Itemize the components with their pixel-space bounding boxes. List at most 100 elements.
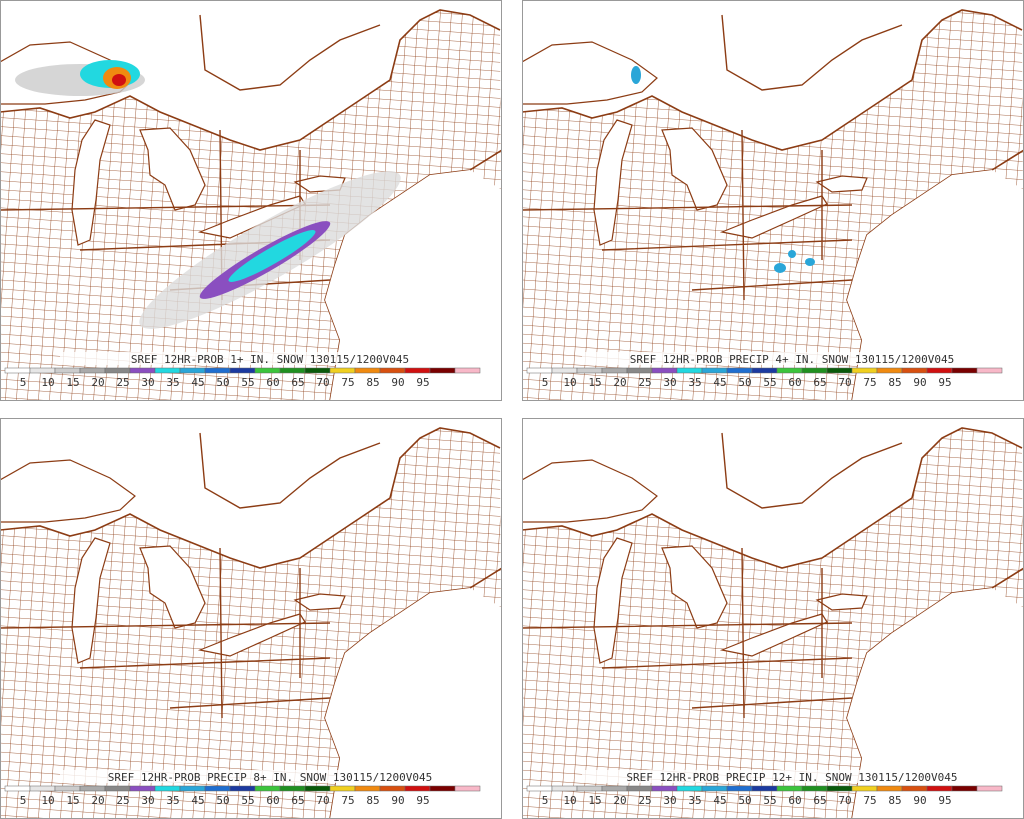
legend-swatch — [429, 367, 456, 374]
legend-swatch — [379, 367, 406, 374]
legend-swatch — [354, 367, 381, 374]
legend-label: 10 — [41, 794, 54, 807]
legend-swatch — [976, 367, 1003, 374]
legend-label: 85 — [366, 794, 379, 807]
legend-swatch — [851, 367, 878, 374]
legend-swatch — [179, 785, 206, 792]
legend-swatch — [354, 785, 381, 792]
snow-probability-area — [774, 263, 786, 273]
title-bg — [582, 770, 1002, 783]
legend-swatch — [454, 785, 481, 792]
legend-label: 95 — [416, 376, 429, 389]
legend-swatch — [576, 367, 603, 374]
legend-swatch — [776, 785, 803, 792]
legend-swatch — [229, 785, 256, 792]
basemap — [522, 427, 1024, 819]
legend-swatch — [29, 367, 56, 374]
legend-swatch — [204, 367, 231, 374]
legend-swatch — [701, 785, 728, 792]
legend-label: 20 — [613, 794, 626, 807]
legend-swatch — [651, 367, 678, 374]
snow-probability-area — [788, 250, 796, 258]
legend-swatch — [876, 367, 903, 374]
legend-swatch — [601, 367, 628, 374]
legend-label: 90 — [913, 794, 926, 807]
legend-swatch — [826, 367, 853, 374]
legend-label: 95 — [938, 376, 951, 389]
legend-swatch — [279, 785, 306, 792]
legend-label: 90 — [391, 376, 404, 389]
legend-swatch — [726, 785, 753, 792]
legend-label: 25 — [638, 376, 651, 389]
legend-label: 75 — [863, 376, 876, 389]
legend-label: 45 — [191, 376, 204, 389]
title-bg — [60, 352, 480, 365]
frame — [0, 0, 502, 401]
legend-label: 35 — [688, 376, 701, 389]
legend-swatch — [551, 367, 578, 374]
legend-swatch — [4, 367, 31, 374]
panel-title: SREF 12HR-PROB PRECIP 4+ IN. SNOW 130115… — [630, 353, 955, 366]
legend-swatch — [179, 367, 206, 374]
legend-label: 50 — [738, 376, 751, 389]
legend-label: 70 — [838, 794, 851, 807]
legend-swatch — [901, 367, 928, 374]
legend-swatch — [54, 785, 81, 792]
snow-probability-area — [805, 258, 815, 266]
snow-probability-area — [112, 74, 126, 86]
legend-label: 50 — [738, 794, 751, 807]
legend-swatch — [651, 785, 678, 792]
legend-label: 95 — [938, 794, 951, 807]
legend-label: 45 — [191, 794, 204, 807]
legend-swatch — [526, 367, 553, 374]
legend-label: 95 — [416, 794, 429, 807]
legend-label: 55 — [763, 794, 776, 807]
legend-swatch — [454, 367, 481, 374]
map: SREF 12HR-PROB 1+ IN. SNOW 130115/1200V0… — [0, 0, 502, 401]
legend-swatch — [851, 785, 878, 792]
legend-label: 15 — [588, 376, 601, 389]
legend-swatch — [551, 785, 578, 792]
legend-swatch — [826, 785, 853, 792]
legend-swatch — [79, 367, 106, 374]
legend-swatch — [79, 785, 106, 792]
basemap — [522, 9, 1024, 401]
legend-label: 65 — [813, 376, 826, 389]
legend-swatch — [104, 785, 131, 792]
legend-label: 60 — [788, 376, 801, 389]
legend-swatch — [229, 367, 256, 374]
legend-label: 70 — [316, 794, 329, 807]
legend-label: 65 — [813, 794, 826, 807]
legend-label: 5 — [20, 376, 27, 389]
legend-label: 30 — [663, 794, 676, 807]
legend-label: 10 — [563, 376, 576, 389]
panel-title: SREF 12HR-PROB PRECIP 8+ IN. SNOW 130115… — [108, 771, 433, 784]
legend-label: 20 — [91, 376, 104, 389]
legend-label: 55 — [241, 376, 254, 389]
legend-swatch — [676, 785, 703, 792]
legend-label: 25 — [638, 794, 651, 807]
legend-swatch — [429, 785, 456, 792]
legend-label: 50 — [216, 376, 229, 389]
legend-label: 55 — [241, 794, 254, 807]
legend-label: 85 — [888, 376, 901, 389]
legend-swatch — [379, 785, 406, 792]
legend-label: 70 — [316, 376, 329, 389]
legend-swatch — [626, 367, 653, 374]
legend-label: 35 — [166, 376, 179, 389]
legend-label: 5 — [542, 794, 549, 807]
legend-swatch — [404, 367, 431, 374]
legend-label: 75 — [863, 794, 876, 807]
legend-label: 50 — [216, 794, 229, 807]
legend-swatch — [951, 367, 978, 374]
legend-swatch — [601, 785, 628, 792]
legend-swatch — [776, 367, 803, 374]
legend-swatch — [701, 367, 728, 374]
legend-label: 5 — [542, 376, 549, 389]
panel-title: SREF 12HR-PROB 1+ IN. SNOW 130115/1200V0… — [131, 353, 409, 366]
legend-label: 15 — [66, 794, 79, 807]
legend-label: 30 — [141, 376, 154, 389]
legend-label: 85 — [888, 794, 901, 807]
legend-swatch — [304, 367, 331, 374]
legend-label: 25 — [116, 794, 129, 807]
